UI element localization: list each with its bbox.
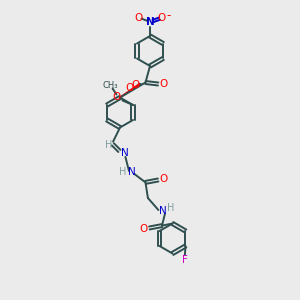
Text: -: - [167, 9, 171, 22]
Text: N: N [146, 17, 155, 27]
Text: H: H [167, 202, 175, 213]
Text: H: H [119, 167, 126, 177]
Text: H: H [105, 140, 112, 150]
Text: O: O [126, 82, 134, 93]
Text: F: F [182, 255, 188, 265]
Text: O: O [112, 92, 121, 103]
Text: O: O [159, 174, 168, 184]
Text: O: O [158, 13, 166, 23]
Text: O: O [159, 79, 168, 89]
Text: N: N [128, 167, 136, 177]
Text: O: O [140, 224, 148, 234]
Text: O: O [132, 80, 140, 90]
Text: N: N [121, 148, 129, 158]
Text: O: O [134, 13, 143, 23]
Text: N: N [159, 206, 167, 216]
Text: CH₃: CH₃ [103, 81, 118, 90]
